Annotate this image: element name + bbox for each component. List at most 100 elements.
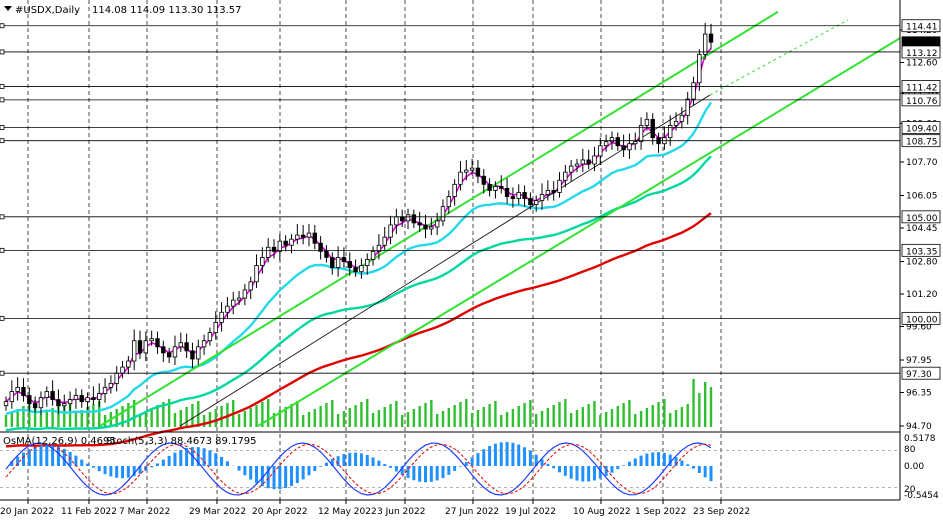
volume-bar [162,402,165,427]
osma-bar [354,452,358,466]
osma-bar [400,466,404,475]
candle-body [673,120,679,126]
dropdown-triangle-icon[interactable] [4,6,12,11]
volume-bar [383,407,386,427]
osma-bar [488,446,492,466]
osma-bar [476,453,480,466]
volume-bar [587,404,590,427]
volume-bar [447,408,451,427]
volume-bar [366,399,369,427]
osma-bar [651,452,655,466]
osma-bar [255,466,259,484]
osma-bar [214,453,218,466]
candle-body [446,196,452,208]
level-tag-box [901,93,941,107]
osma-bar [383,464,387,466]
volume-bar [535,414,538,427]
price-tick-label: 99.60 [906,322,932,332]
volume-bar [634,414,637,427]
osma-bar [511,442,515,466]
candle-body [557,179,562,193]
volume-bar [575,410,579,427]
osma-bar [173,452,177,466]
candle-body [161,346,166,354]
osma-bar [499,442,503,466]
volume-bar [564,399,567,427]
volume-bar [599,415,602,427]
candle-body [423,224,428,230]
osma-bar [598,466,602,479]
candle-body [481,175,486,185]
level-anchor-marker [0,84,5,89]
volume-bar [173,413,177,427]
osma-bar [80,459,84,466]
candle-body [580,159,586,165]
osma-bar [359,453,363,466]
osma-bar [604,466,608,476]
volume-bar [33,400,37,427]
date-tick-label: 19 Jul 2022 [505,507,556,517]
osma-bar [680,460,684,466]
candle-body [79,395,84,403]
candle-body [335,257,341,269]
candle-body [528,198,533,206]
volume-bar [167,399,171,427]
volume-bar [395,401,398,427]
level-anchor-marker [0,23,5,29]
volume-bar [540,411,544,427]
osma-bar [249,466,253,480]
level-tag-box [901,19,941,33]
date-tick-label: 11 Feb 2022 [61,507,117,517]
candle-body [178,342,183,348]
osma-bar [435,466,439,481]
osma-bar [616,466,620,470]
ema-slow-line [5,155,712,432]
volume-bar [98,401,101,427]
volume-bar [517,406,520,427]
level-tag-box [901,134,941,148]
volume-bar [453,405,456,427]
osma-bar [686,464,690,466]
osma-bar [552,466,556,469]
osma-bar [220,456,224,466]
candle-body [15,387,20,392]
osma-bar [138,466,142,474]
osma-bar [103,466,107,475]
volume-bar [674,410,678,427]
candle-body [149,338,154,342]
osma-bar [45,444,49,466]
candle-body [9,391,15,403]
osma-bar [534,454,538,466]
candle-body [417,222,422,226]
candle-body [114,372,119,384]
date-tick-label: 3 Jun 2022 [377,507,425,517]
candle-body [534,200,539,206]
date-tick-label: 7 Mar 2022 [119,507,170,517]
price-tick-label: 96.35 [906,388,932,398]
candle-body [97,393,102,400]
channel-upper-line [99,10,779,427]
candle-body [510,196,516,199]
level-tag-text: 110.76 [906,97,938,107]
volume-bar [86,407,89,427]
volume-bar [80,410,83,427]
candle-body [691,82,696,100]
candle-body [679,114,685,122]
volume-bar [220,406,223,427]
osma-bar [464,462,468,466]
ema-medium-line [5,101,713,415]
volume-bar [628,400,631,427]
volume-bar [22,406,25,427]
osma-bar [703,466,707,478]
volume-bar [488,404,491,427]
osma-bar [91,466,95,468]
volume-bar [348,408,351,427]
level-anchor-marker [0,49,5,55]
candle-body [551,190,556,193]
osma-bar [51,445,55,466]
volume-bar [202,415,206,427]
date-tick-label: 10 Aug 2022 [573,507,631,517]
osma-bar [126,466,130,478]
